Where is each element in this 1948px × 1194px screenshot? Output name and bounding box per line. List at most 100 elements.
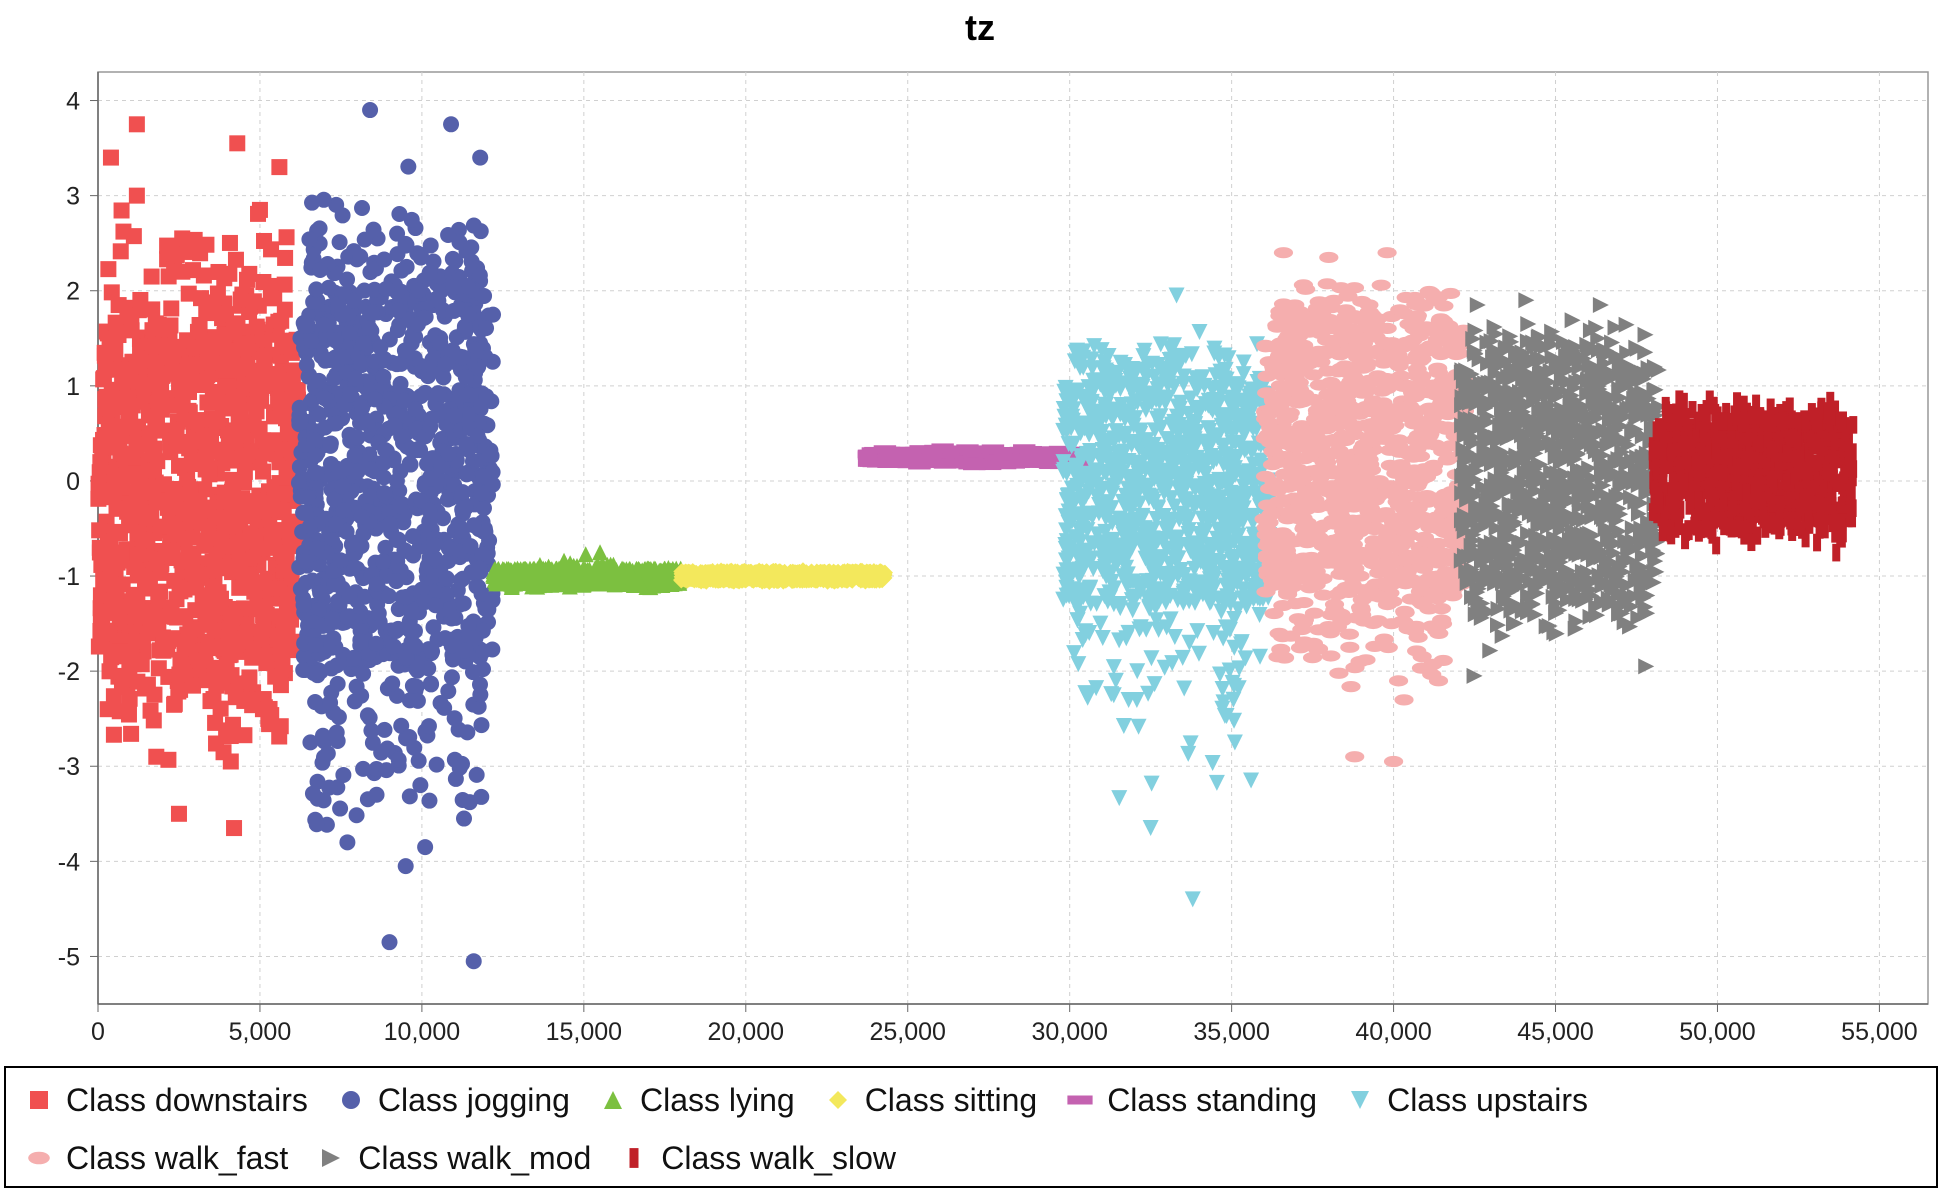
data-point [354, 200, 371, 217]
data-point [409, 316, 426, 333]
data-point [219, 355, 236, 372]
data-point [277, 249, 294, 266]
data-point [308, 281, 325, 298]
x-tick-label: 20,000 [708, 1018, 784, 1046]
data-point [100, 261, 117, 278]
data-point [332, 800, 349, 817]
data-point [192, 652, 209, 669]
data-point [423, 410, 440, 427]
data-point [241, 265, 258, 282]
data-point [105, 726, 122, 743]
data-point [271, 580, 288, 597]
data-point [348, 807, 365, 824]
outlier-point [229, 135, 246, 152]
data-point [343, 536, 360, 553]
data-point [239, 447, 256, 464]
chart-title: tz [965, 7, 995, 48]
data-point [469, 427, 486, 444]
outlier-point [128, 116, 145, 133]
data-point [129, 673, 146, 690]
x-tick-label: 5,000 [229, 1018, 292, 1046]
outlier-point [443, 116, 460, 133]
data-point [463, 239, 480, 256]
data-point [121, 517, 138, 534]
data-point [120, 411, 137, 428]
data-point [435, 369, 452, 386]
data-point [307, 694, 324, 711]
data-point [330, 708, 347, 725]
data-point [106, 523, 123, 540]
data-point [353, 508, 370, 525]
data-point [401, 455, 418, 472]
data-point [256, 351, 273, 368]
data-point [240, 508, 257, 525]
data-point [212, 590, 229, 607]
data-point [132, 291, 149, 308]
data-point [129, 546, 146, 563]
data-point [368, 576, 385, 593]
data-point [355, 335, 372, 352]
data-point [283, 611, 300, 628]
data-point [104, 592, 121, 609]
data-point [166, 696, 183, 713]
data-point [163, 300, 180, 317]
data-point [430, 385, 447, 402]
data-point [203, 427, 220, 444]
data-point [97, 361, 114, 378]
data-point [123, 322, 140, 339]
data-point [231, 553, 248, 570]
data-point [244, 697, 261, 714]
x-tick-label: 55,000 [1841, 1018, 1917, 1046]
y-tick-label: 0 [66, 468, 80, 496]
data-point [101, 338, 118, 355]
data-point [315, 316, 332, 333]
data-point [280, 485, 297, 502]
data-point [207, 509, 224, 526]
data-point [273, 312, 290, 329]
data-point [241, 669, 258, 686]
data-point [388, 472, 405, 489]
data-point [432, 695, 449, 712]
data-point [349, 429, 366, 446]
data-point [159, 499, 176, 516]
data-point [185, 548, 202, 565]
x-tick-label: 25,000 [870, 1018, 946, 1046]
data-point [404, 691, 421, 708]
data-point [256, 232, 273, 249]
data-point [375, 553, 392, 570]
data-point [162, 444, 179, 461]
x-tick-label: 40,000 [1355, 1018, 1431, 1046]
data-point [300, 489, 317, 506]
data-point [327, 516, 344, 533]
data-point [322, 694, 339, 711]
data-point [316, 390, 333, 407]
data-point [352, 354, 369, 371]
data-point [467, 630, 484, 647]
data-point [334, 348, 351, 365]
data-point [111, 703, 128, 720]
data-point [208, 411, 225, 428]
data-point [427, 597, 444, 614]
data-point [291, 399, 308, 416]
data-point [255, 273, 272, 290]
data-point [123, 725, 140, 742]
data-point [166, 340, 183, 357]
data-point [116, 366, 133, 383]
data-point [324, 611, 341, 628]
data-point [205, 305, 222, 322]
data-point [307, 637, 324, 654]
outlier-point [174, 230, 191, 247]
data-point [172, 501, 189, 518]
data-point [112, 243, 129, 260]
data-point [376, 485, 393, 502]
data-point [179, 332, 196, 349]
data-point [438, 570, 455, 587]
data-point [401, 788, 418, 805]
data-point [341, 324, 358, 341]
data-point [216, 493, 233, 510]
data-point [103, 284, 120, 301]
data-point [363, 722, 380, 739]
data-point [113, 202, 130, 219]
data-point [471, 560, 488, 577]
data-point [267, 366, 284, 383]
